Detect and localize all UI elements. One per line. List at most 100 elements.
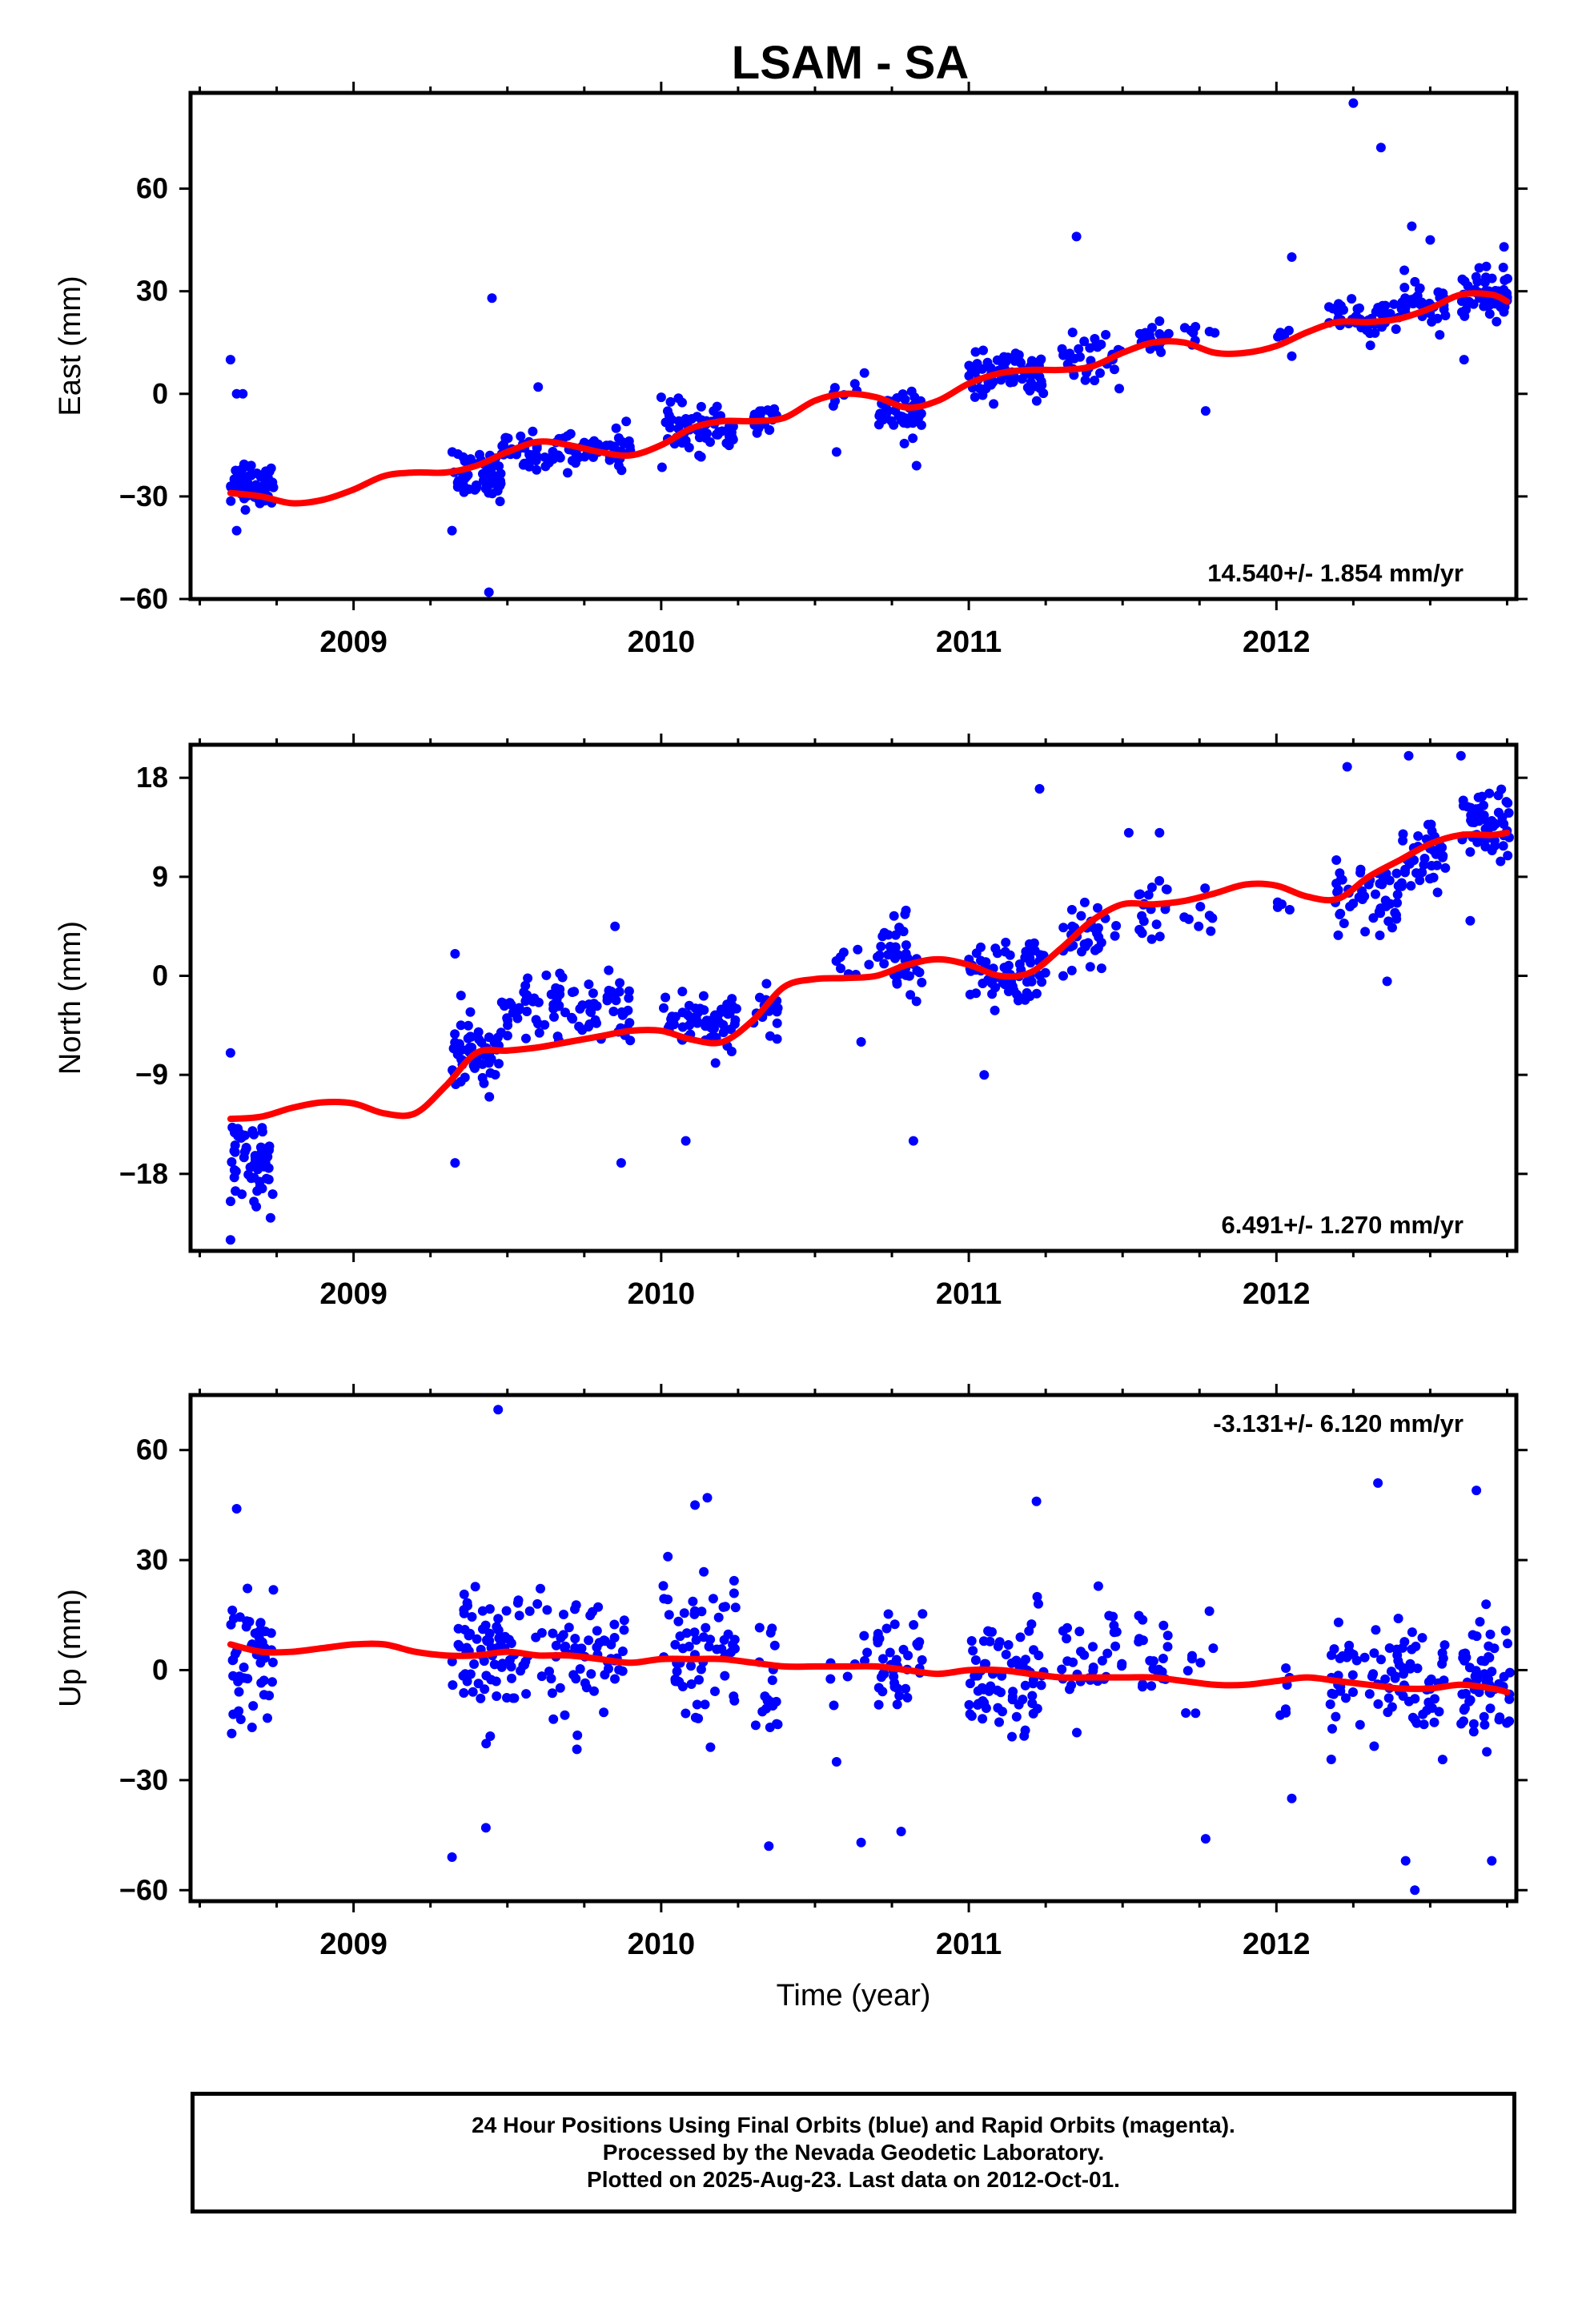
data-point [560, 1007, 570, 1018]
data-point [1376, 1655, 1386, 1665]
data-point [1031, 396, 1042, 406]
data-point [1058, 971, 1068, 981]
data-point [448, 1043, 459, 1054]
data-point [1355, 864, 1366, 875]
data-point [496, 997, 507, 1007]
data-point [1110, 931, 1120, 941]
data-point [1018, 1695, 1028, 1705]
data-point [452, 449, 463, 459]
data-point [1399, 283, 1410, 292]
data-point [1072, 1727, 1082, 1738]
data-point [234, 1687, 244, 1697]
data-point [544, 1667, 554, 1677]
data-point [916, 420, 926, 430]
data-point [698, 991, 709, 1001]
points-north [225, 750, 1514, 1245]
data-point [1085, 343, 1095, 353]
caption-box: 24 Hour Positions Using Final Orbits (bl… [191, 2092, 1516, 2213]
data-point [1405, 1659, 1415, 1669]
panels: −60 −30 0 30 60 2009 2010 2011 2012 East (mm) 14.5… [54, 82, 1528, 2012]
data-point [580, 1678, 590, 1688]
data-point [574, 1021, 584, 1031]
data-point [486, 466, 496, 476]
data-point [492, 1622, 502, 1632]
data-point [613, 460, 624, 471]
data-point [658, 1581, 669, 1591]
data-point [521, 991, 532, 1002]
caption-line-2: Processed by the Nevada Geodetic Laborat… [602, 2140, 1105, 2165]
data-point [1037, 380, 1047, 390]
data-point [267, 1657, 278, 1667]
data-point [1502, 1718, 1512, 1728]
data-point [1134, 924, 1145, 935]
data-point [659, 1003, 669, 1013]
rate-label: 14.540+/- 1.854 mm/yr [1207, 559, 1464, 587]
data-point [720, 1671, 730, 1681]
data-point [227, 1605, 238, 1615]
data-point [1334, 299, 1343, 309]
data-point [1287, 351, 1297, 361]
data-point [231, 1186, 241, 1196]
data-point [1419, 854, 1430, 863]
data-point [477, 1059, 488, 1069]
data-point [1000, 947, 1010, 957]
data-point [266, 1628, 276, 1638]
data-point [1065, 1684, 1074, 1695]
data-point [555, 452, 565, 463]
data-point [548, 1628, 558, 1638]
data-point [1062, 1622, 1072, 1633]
data-point [912, 966, 922, 976]
data-point [859, 368, 869, 378]
data-point [1437, 1755, 1447, 1765]
data-point [1373, 1478, 1383, 1488]
data-point [1154, 931, 1165, 942]
data-point [1399, 1669, 1408, 1679]
panel-up: −60 −30 0 30 60 2009 2010 2011 2012 Up (mm) Time (… [54, 1384, 1528, 2012]
data-point [1440, 862, 1451, 873]
data-point [564, 1622, 574, 1633]
data-point [1407, 1627, 1417, 1638]
data-point [501, 1606, 512, 1616]
data-point [1398, 1691, 1408, 1701]
plot-frame-east [188, 90, 1519, 601]
data-point [1371, 1625, 1381, 1635]
data-point [898, 1644, 909, 1655]
data-point [480, 1684, 490, 1695]
data-point [523, 973, 533, 983]
data-point [973, 1686, 983, 1696]
data-point [560, 1710, 570, 1720]
data-point [571, 1600, 581, 1610]
y-axis-label: East (mm) [54, 275, 87, 416]
data-point [1400, 303, 1411, 313]
data-point [235, 1715, 246, 1724]
data-point [1482, 1747, 1492, 1757]
data-point [249, 1160, 259, 1170]
data-point [1110, 1641, 1121, 1651]
data-point [1460, 1648, 1471, 1659]
data-point [909, 1620, 919, 1630]
data-point [575, 1003, 585, 1014]
data-point [1490, 818, 1500, 829]
data-point [470, 1582, 480, 1592]
x-tick-label: 2009 [319, 1277, 387, 1311]
data-point [713, 429, 723, 440]
data-point [263, 1713, 272, 1723]
data-point [1407, 221, 1417, 231]
data-point [502, 1031, 512, 1041]
data-point [1484, 309, 1495, 319]
data-point [231, 525, 242, 536]
data-point [1479, 1711, 1489, 1722]
data-point [1499, 307, 1509, 317]
data-point [892, 1699, 902, 1710]
data-point [1438, 1653, 1448, 1663]
data-point [1088, 1642, 1098, 1652]
data-point [1500, 275, 1510, 285]
data-point [970, 392, 980, 402]
data-point [968, 1646, 978, 1656]
data-point [1057, 344, 1067, 354]
data-point [989, 399, 999, 409]
data-point [571, 1674, 581, 1684]
data-point [1062, 1634, 1072, 1644]
data-point [670, 1676, 681, 1687]
data-point [889, 1619, 900, 1630]
